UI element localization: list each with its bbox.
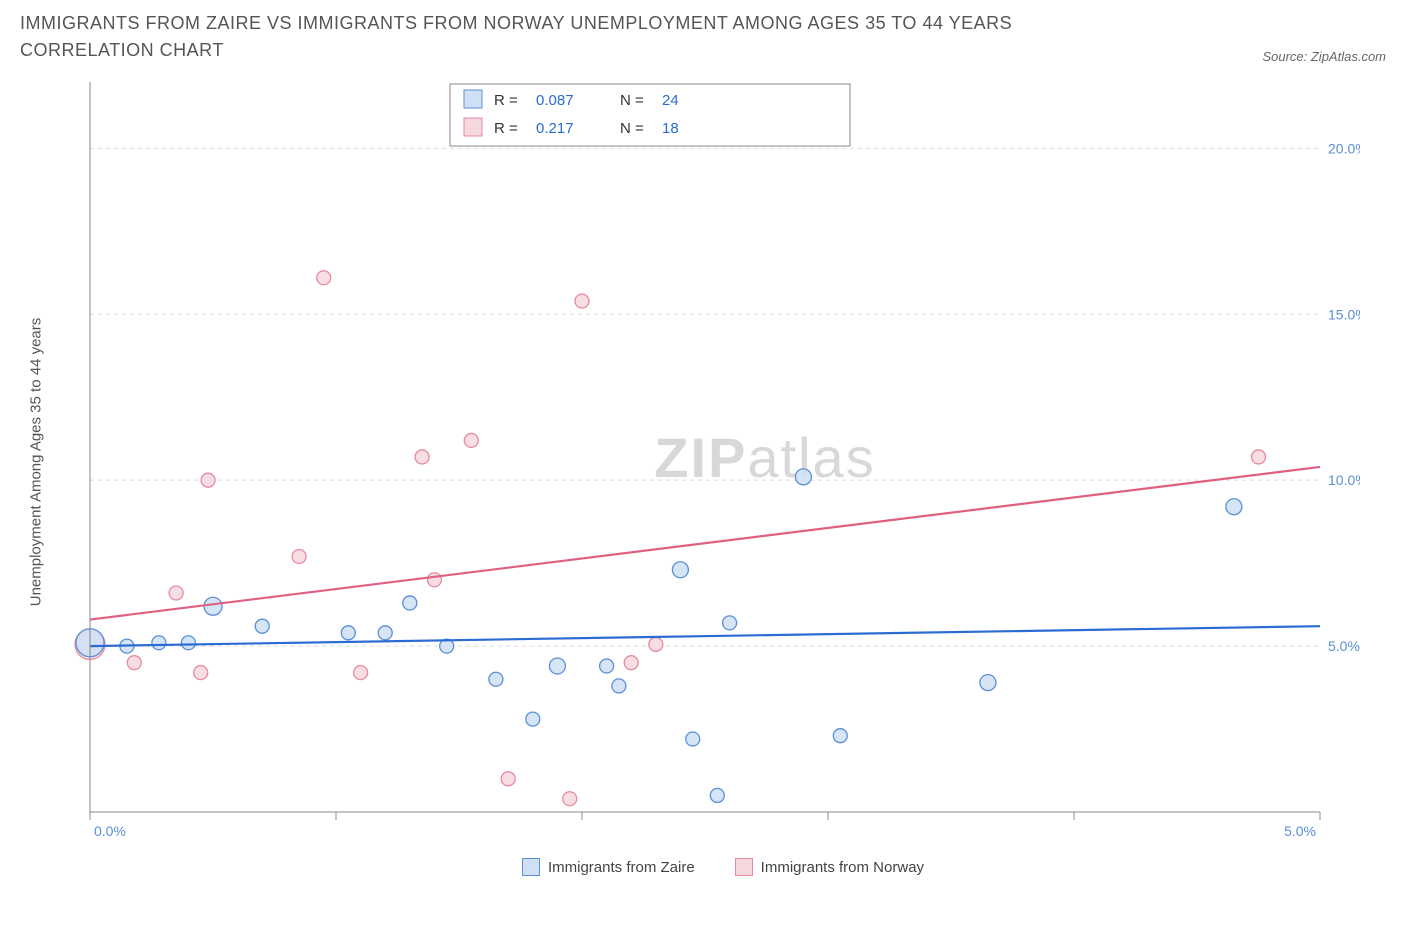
svg-text:0.087: 0.087 [536,92,574,109]
svg-text:24: 24 [662,92,679,109]
legend-label-norway: Immigrants from Norway [761,859,924,876]
svg-text:15.0%: 15.0% [1328,306,1360,322]
svg-text:N =: N = [620,92,644,109]
svg-text:10.0%: 10.0% [1328,472,1360,488]
svg-text:R =: R = [494,92,518,109]
svg-text:5.0%: 5.0% [1328,638,1360,654]
legend-swatch-norway [735,858,753,876]
legend-swatch-zaire [522,858,540,876]
header-row: IMMIGRANTS FROM ZAIRE VS IMMIGRANTS FROM… [20,10,1386,64]
y-axis-label: Unemployment Among Ages 35 to 44 years [28,318,45,607]
svg-text:N =: N = [620,120,644,137]
chart-title: IMMIGRANTS FROM ZAIRE VS IMMIGRANTS FROM… [20,10,1120,64]
legend-item-norway: Immigrants from Norway [735,858,924,876]
legend-label-zaire: Immigrants from Zaire [548,859,695,876]
scatter-chart: 5.0% 10.0% 15.0% 20.0% ZIPatlas 0.0% 5.0% R = 0.… [60,72,1360,852]
bottom-legend: Immigrants from Zaire Immigrants from No… [60,858,1386,876]
legend-item-zaire: Immigrants from Zaire [522,858,695,876]
svg-text:ZIPatlas: ZIPatlas [654,426,875,489]
svg-text:0.0%: 0.0% [94,823,126,839]
svg-text:20.0%: 20.0% [1328,140,1360,156]
svg-text:0.217: 0.217 [536,120,574,137]
source-label: Source: ZipAtlas.com [1262,49,1386,64]
chart-container: Unemployment Among Ages 35 to 44 years 5… [60,72,1386,852]
svg-text:R =: R = [494,120,518,137]
svg-text:18: 18 [662,120,679,137]
svg-text:5.0%: 5.0% [1284,823,1316,839]
